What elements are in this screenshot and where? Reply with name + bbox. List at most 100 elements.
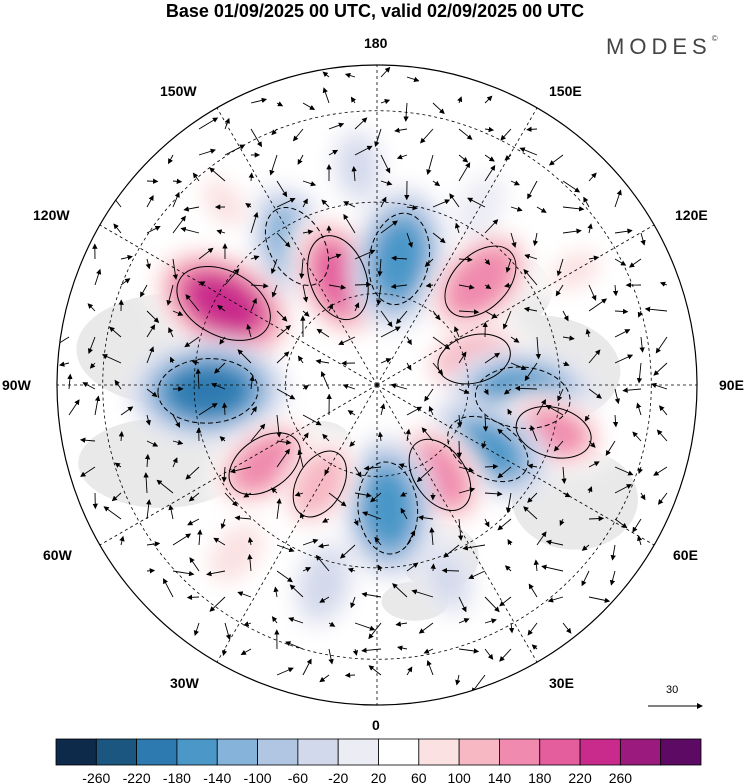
wind-arrow — [172, 414, 181, 428]
lon-label-90w: 90W — [2, 377, 31, 393]
wind-arrow — [640, 492, 646, 501]
wind-arrow — [80, 466, 96, 477]
wind-arrow — [220, 518, 226, 530]
anomaly-blob — [362, 468, 414, 548]
wind-arrow — [168, 504, 174, 520]
wind-arrow — [562, 622, 572, 634]
wind-arrow — [561, 466, 567, 484]
wind-arrow — [392, 583, 408, 598]
wind-arrow — [168, 154, 174, 165]
wind-arrow — [224, 492, 238, 507]
wind-arrow — [237, 591, 252, 598]
wind-arrow — [484, 126, 495, 133]
wind-arrow — [423, 648, 434, 654]
wind-arrow — [562, 492, 571, 498]
colorbar-tick-label: 140 — [488, 770, 512, 783]
wind-arrow — [530, 424, 538, 442]
wind-arrow — [541, 564, 564, 572]
wind-arrow — [500, 128, 512, 141]
wind-arrow — [443, 544, 460, 558]
wind-arrow — [324, 466, 330, 476]
colorbar-swatch — [176, 738, 218, 766]
wind-arrow — [484, 518, 490, 528]
wind-arrow — [114, 379, 122, 390]
wind-arrow — [198, 247, 214, 260]
wind-arrow — [380, 196, 387, 208]
wind-arrow — [587, 223, 593, 234]
wind-arrow — [377, 431, 384, 442]
wind-arrow — [146, 499, 152, 520]
wind-arrow — [214, 362, 226, 374]
wind-arrow — [497, 518, 512, 531]
wind-arrow — [276, 310, 288, 322]
wind-arrow — [172, 439, 184, 446]
wind-arrow — [302, 658, 312, 676]
wind-arrow — [370, 492, 382, 503]
wind-arrow — [249, 375, 255, 390]
wind-arrow — [391, 255, 408, 261]
wind-arrow — [250, 423, 266, 442]
wind-arrow — [432, 310, 441, 321]
wind-arrow — [113, 223, 122, 234]
anomaly-blob — [446, 248, 514, 316]
anomaly-contour — [408, 438, 472, 511]
wind-arrow — [507, 408, 513, 416]
colorbar-swatch — [257, 738, 299, 766]
wind-arrow — [614, 518, 628, 529]
wind-arrow — [120, 278, 131, 286]
meridian-line — [376, 107, 538, 386]
colorbar-tick-label: -140 — [203, 770, 231, 783]
map-boundary — [56, 64, 698, 706]
wind-arrow — [505, 492, 512, 514]
wind-arrow — [468, 570, 486, 579]
wind-arrow — [430, 563, 436, 572]
wind-arrow — [417, 515, 434, 521]
wind-arrow — [497, 428, 512, 442]
wind-arrow — [276, 498, 282, 520]
wind-arrow — [622, 387, 642, 393]
wind-arrow — [527, 463, 538, 469]
wind-arrow — [425, 282, 434, 288]
wind-arrow — [276, 388, 296, 400]
wind-arrow — [185, 294, 200, 312]
wind-arrow — [172, 215, 186, 234]
wind-arrow — [380, 154, 391, 174]
wind-arrow — [79, 437, 96, 443]
wind-arrow — [288, 617, 304, 624]
anomaly-blob — [187, 274, 261, 333]
anomaly-shading — [126, 125, 614, 629]
wind-arrow — [432, 199, 451, 208]
meridian-line — [216, 107, 378, 386]
wind-arrow — [458, 162, 471, 182]
wind-arrow — [523, 506, 538, 520]
lon-label-120e: 120E — [675, 207, 708, 223]
wind-arrow — [524, 362, 538, 382]
wind-arrow — [172, 570, 195, 577]
wind-arrow — [276, 570, 293, 583]
wind-arrow — [432, 232, 446, 244]
wind-arrow — [533, 559, 540, 572]
wind-arrow — [302, 229, 314, 235]
anomaly-contour — [176, 266, 271, 341]
wind-arrow — [172, 533, 192, 546]
wind-arrow — [527, 622, 538, 636]
wind-arrow — [406, 336, 412, 346]
wind-arrow — [270, 487, 278, 494]
wind-arrow — [368, 622, 382, 640]
wind-arrow — [219, 436, 226, 442]
chart-title: Base 01/09/2025 00 UTC, valid 02/09/2025… — [165, 1, 585, 21]
wind-arrow — [270, 258, 278, 275]
wind-arrow — [276, 232, 291, 248]
wind-arrow — [588, 388, 602, 399]
wind-arrow — [109, 326, 122, 338]
wind-arrow — [396, 310, 408, 325]
wind-arrow — [209, 596, 226, 612]
wind-arrow — [588, 440, 596, 448]
wind-arrow — [68, 399, 80, 416]
wind-arrow — [224, 144, 246, 156]
wind-arrow — [484, 491, 503, 497]
wind-arrow — [343, 213, 356, 234]
wind-arrow — [250, 255, 260, 261]
lon-label-0: 0 — [372, 717, 380, 733]
